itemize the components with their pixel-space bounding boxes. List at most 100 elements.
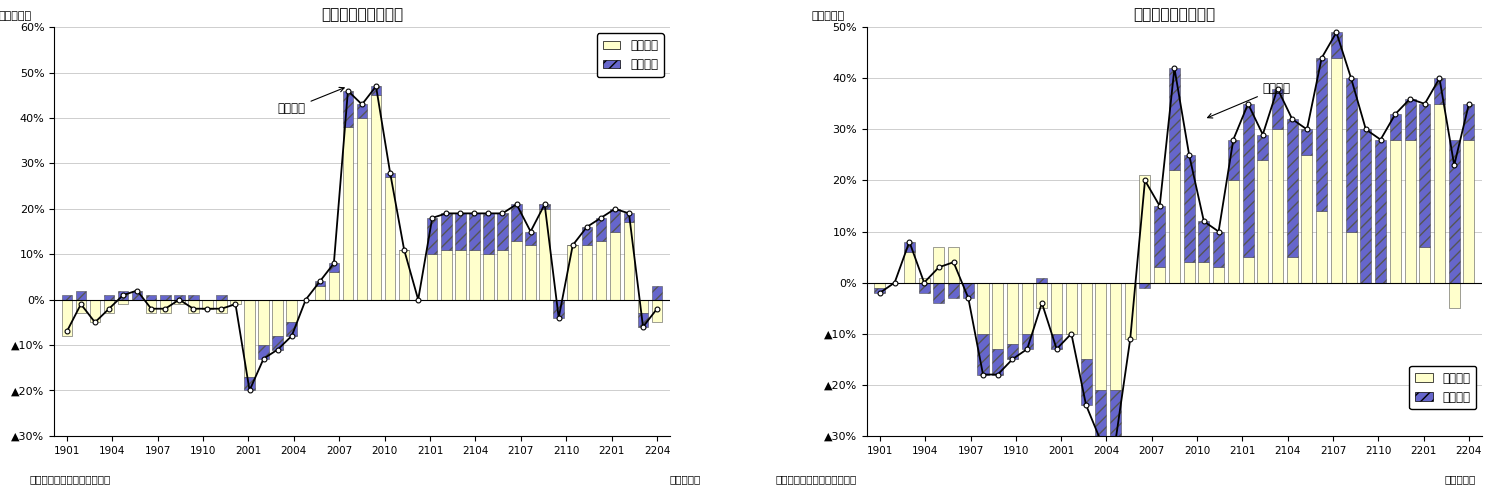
Bar — [497, 214, 508, 250]
Bar — [61, 300, 72, 336]
Bar — [1199, 221, 1209, 262]
Bar — [904, 252, 915, 282]
Text: （前年比）: （前年比） — [0, 11, 31, 21]
Bar — [1405, 140, 1415, 282]
Bar — [1199, 262, 1209, 282]
Bar — [470, 250, 480, 300]
Bar — [188, 295, 198, 300]
Bar — [1242, 257, 1254, 282]
Bar — [315, 286, 325, 300]
Bar — [540, 209, 550, 300]
Text: （前年比）: （前年比） — [811, 11, 844, 21]
Bar — [328, 273, 338, 300]
Bar — [245, 377, 255, 391]
Bar — [1375, 140, 1387, 282]
Bar — [371, 95, 382, 300]
Bar — [1317, 211, 1327, 282]
Bar — [286, 322, 297, 336]
Bar — [568, 245, 579, 300]
Bar — [104, 295, 115, 300]
Bar — [400, 250, 410, 300]
Bar — [553, 300, 564, 318]
Bar — [1331, 32, 1342, 58]
Bar — [1390, 140, 1402, 282]
Bar — [1214, 267, 1224, 282]
Bar — [245, 300, 255, 377]
Bar — [1154, 206, 1166, 267]
Bar — [1096, 282, 1106, 390]
Bar — [426, 254, 437, 300]
Bar — [511, 241, 522, 300]
Text: （年・月）: （年・月） — [1445, 474, 1476, 484]
Bar — [371, 86, 382, 95]
Bar — [1272, 129, 1284, 282]
Bar — [525, 232, 535, 245]
Bar — [118, 300, 128, 304]
Bar — [1227, 140, 1239, 181]
Bar — [1109, 390, 1121, 441]
Bar — [1184, 155, 1194, 262]
Bar — [1169, 170, 1179, 282]
Bar — [1081, 359, 1091, 405]
Text: 輸出金額: 輸出金額 — [277, 88, 344, 116]
Bar — [385, 173, 395, 177]
Bar — [1360, 129, 1372, 282]
Bar — [1317, 58, 1327, 211]
Bar — [273, 300, 283, 336]
Bar — [1169, 68, 1179, 170]
Bar — [1214, 232, 1224, 267]
Bar — [497, 250, 508, 300]
Bar — [76, 300, 86, 313]
Bar — [174, 300, 185, 304]
Bar — [1345, 78, 1357, 232]
Bar — [146, 300, 157, 313]
Bar — [595, 218, 607, 241]
Bar — [1006, 282, 1018, 344]
Bar — [1242, 104, 1254, 257]
Bar — [1463, 104, 1475, 140]
Bar — [356, 118, 367, 300]
Bar — [343, 91, 353, 127]
Bar — [933, 282, 944, 303]
Bar — [1331, 58, 1342, 282]
Bar — [1257, 160, 1269, 282]
Bar — [874, 288, 886, 293]
Bar — [1419, 247, 1430, 282]
Bar — [1081, 282, 1091, 359]
Bar — [1302, 129, 1312, 155]
Bar — [216, 295, 227, 300]
Bar — [1154, 267, 1166, 282]
Bar — [1051, 334, 1062, 349]
Bar — [131, 291, 143, 300]
Bar — [356, 104, 367, 118]
Bar — [918, 277, 929, 282]
Bar — [623, 222, 634, 300]
Bar — [933, 247, 944, 282]
Bar — [1109, 282, 1121, 390]
Bar — [1066, 282, 1077, 334]
Text: （資料）財務省「貿易統計」: （資料）財務省「貿易統計」 — [30, 474, 110, 484]
Bar — [61, 295, 72, 300]
Bar — [76, 291, 86, 300]
Bar — [315, 281, 325, 286]
Bar — [1036, 282, 1047, 308]
Bar — [146, 295, 157, 300]
Bar — [904, 242, 915, 252]
Bar — [540, 204, 550, 209]
Bar — [638, 313, 649, 327]
Bar — [441, 214, 452, 250]
Bar — [328, 263, 338, 273]
Bar — [1036, 277, 1047, 282]
Bar — [426, 218, 437, 254]
Bar — [273, 336, 283, 350]
Bar — [343, 127, 353, 300]
Bar — [89, 300, 100, 322]
Bar — [1257, 134, 1269, 160]
Bar — [1139, 175, 1151, 282]
Bar — [1449, 282, 1460, 308]
Bar — [160, 300, 170, 313]
Bar — [610, 232, 620, 300]
Bar — [1021, 282, 1033, 334]
Bar — [963, 282, 974, 298]
Bar — [1139, 282, 1151, 288]
